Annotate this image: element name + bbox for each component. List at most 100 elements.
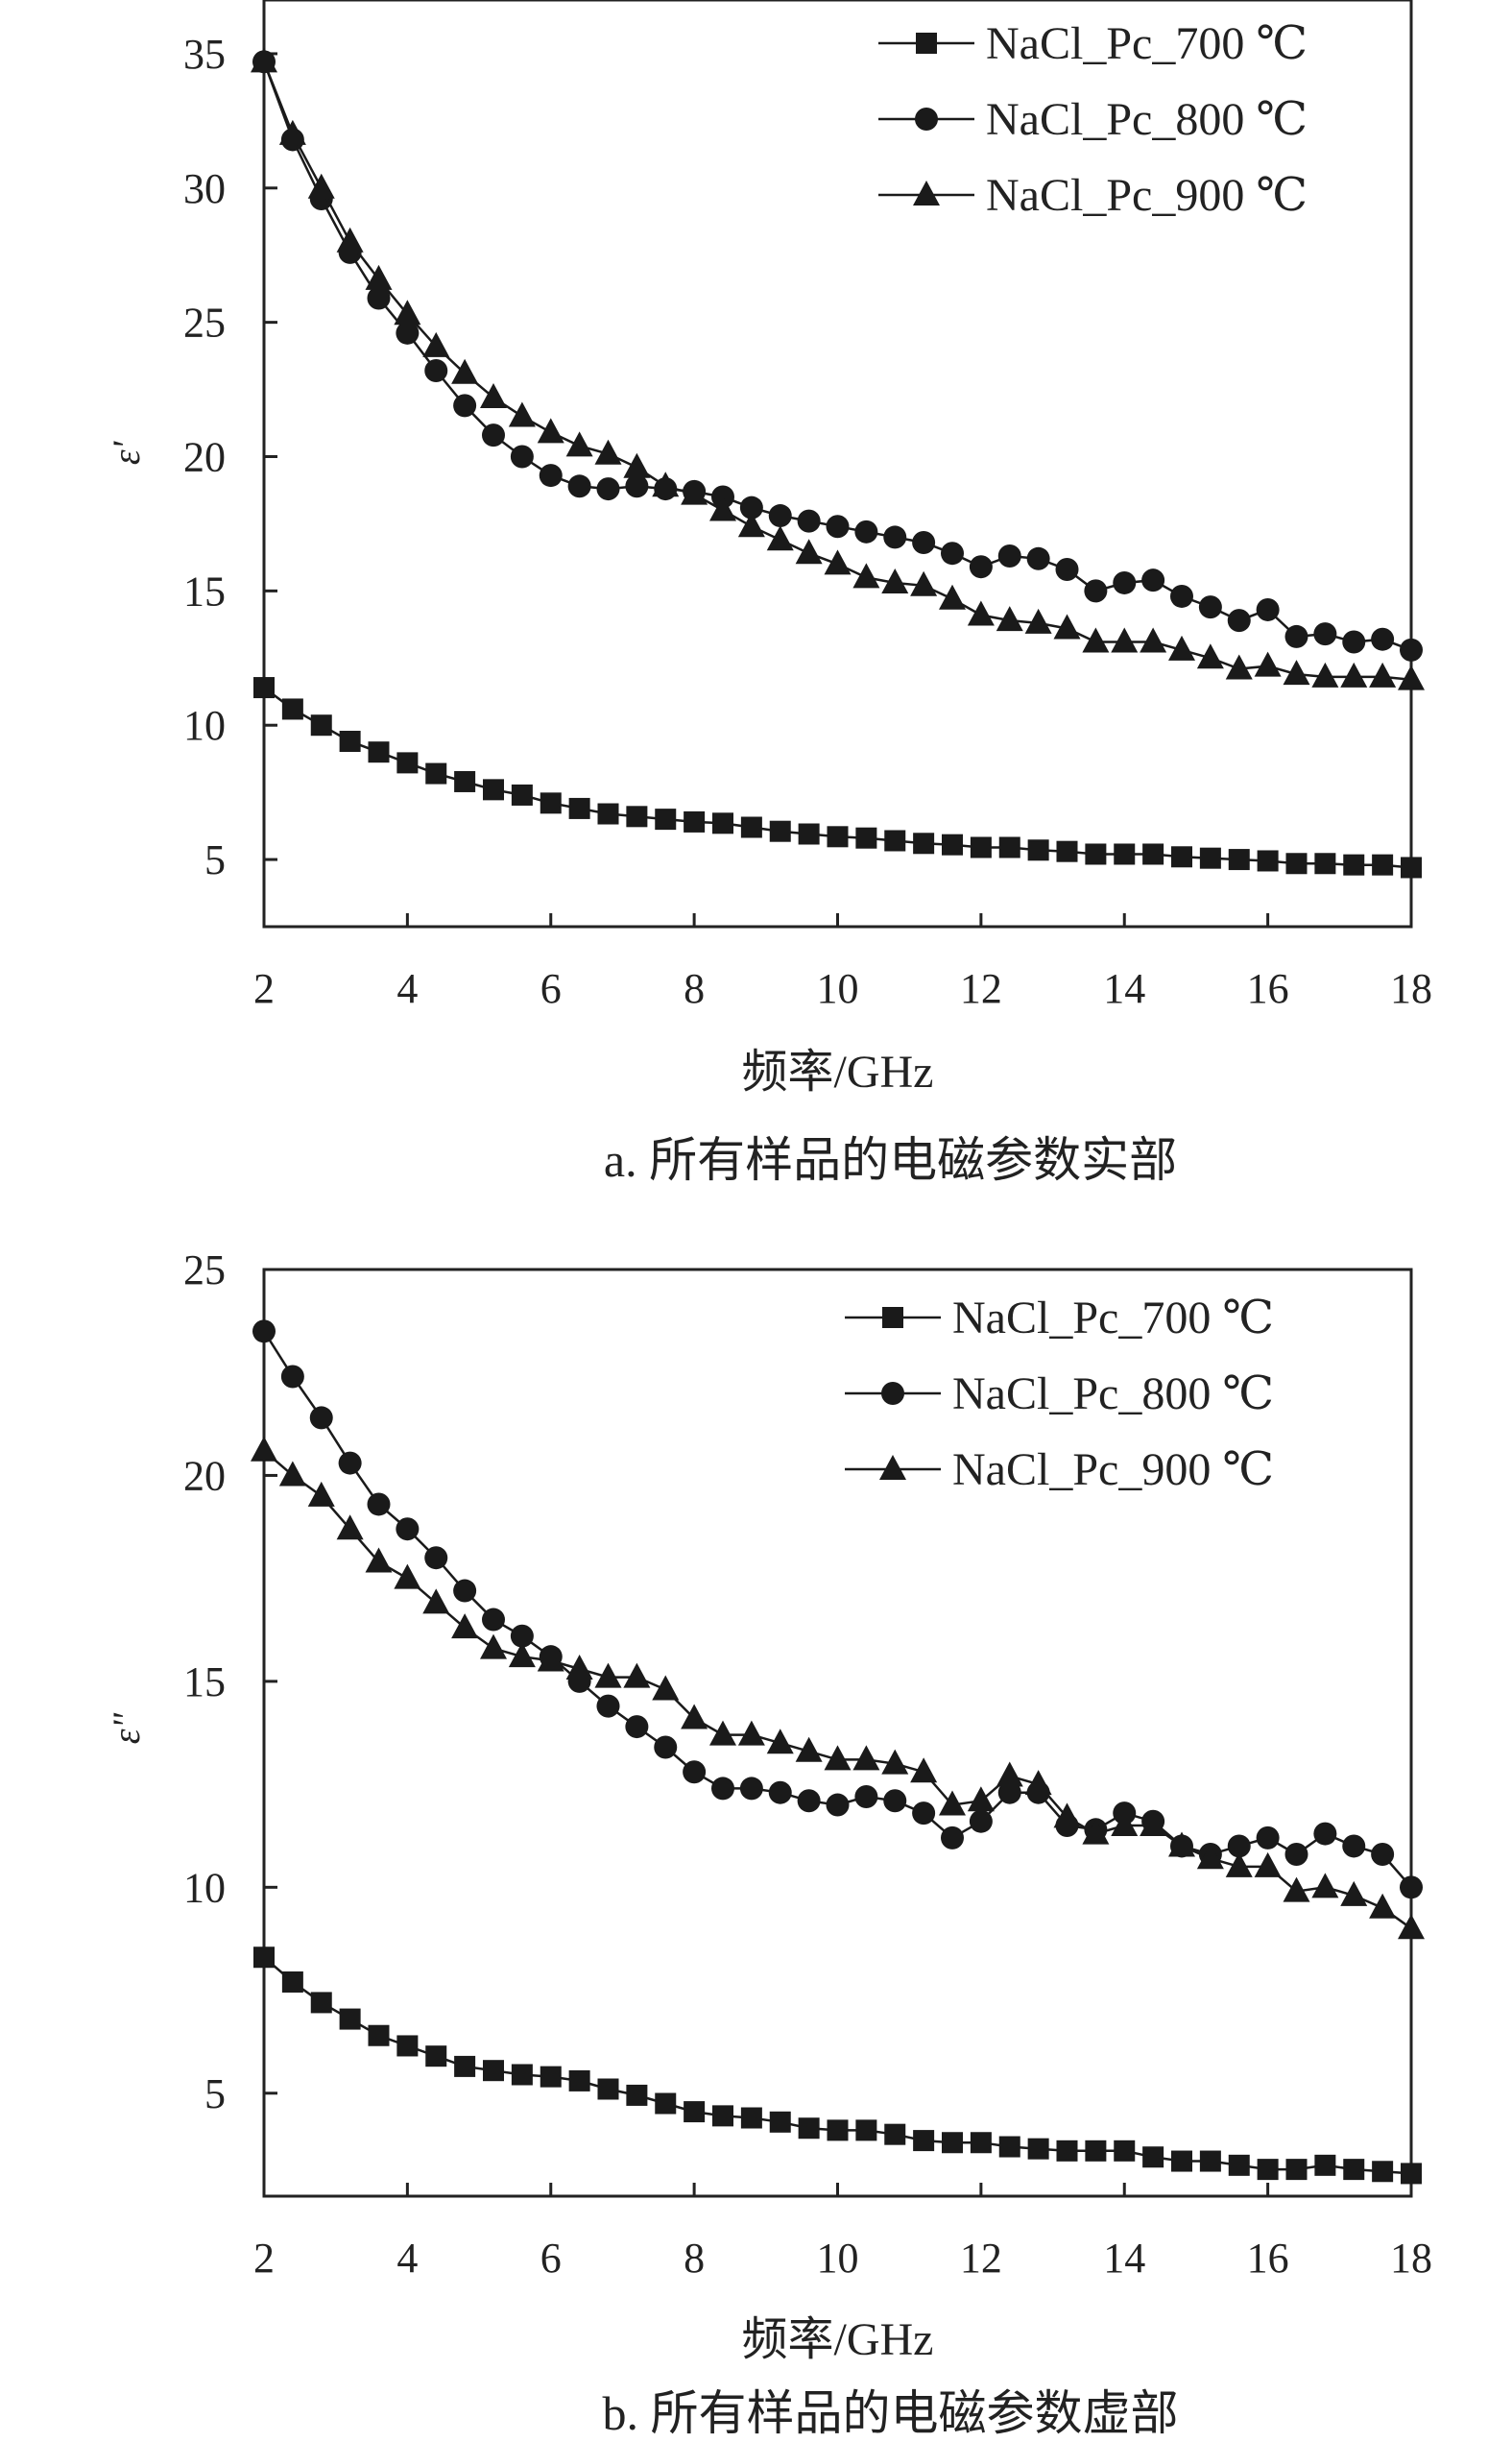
y-tick-label: 10 — [183, 1864, 226, 1911]
x-tick-label: 8 — [684, 2235, 705, 2282]
data-point — [766, 525, 794, 551]
data-point — [1371, 1843, 1395, 1867]
data-point — [941, 542, 964, 566]
data-point — [565, 431, 593, 457]
data-point — [711, 1777, 734, 1801]
data-point — [511, 2064, 533, 2086]
data-point — [594, 439, 622, 465]
data-point — [1285, 853, 1308, 875]
legend-label: NaCl_Pc_900 ℃ — [986, 170, 1308, 221]
data-point — [596, 477, 620, 501]
data-point — [1171, 846, 1192, 868]
data-point — [769, 2111, 791, 2133]
data-point — [339, 731, 361, 752]
x-tick-label: 10 — [817, 965, 859, 1012]
data-point — [1227, 609, 1251, 633]
data-point — [1168, 635, 1195, 661]
data-point — [510, 1624, 534, 1648]
x-tick-label: 4 — [396, 965, 418, 1012]
data-point — [626, 806, 648, 828]
data-point — [1140, 627, 1167, 653]
y-tick-label: 15 — [183, 1658, 226, 1705]
data-point — [1371, 627, 1395, 651]
data-point — [766, 1729, 794, 1754]
data-point — [1254, 651, 1282, 677]
data-point — [827, 2119, 849, 2141]
data-point — [655, 809, 677, 831]
y-axis-title: ε' — [105, 440, 148, 465]
data-point — [1113, 570, 1137, 594]
data-point — [508, 1642, 536, 1668]
legend-entry: NaCl_Pc_900 ℃ — [878, 170, 1308, 221]
data-point — [1343, 2159, 1365, 2181]
data-point — [480, 1633, 507, 1659]
data-point — [1225, 1851, 1253, 1877]
data-point — [483, 779, 504, 801]
y-tick-label: 5 — [204, 836, 226, 883]
data-point — [425, 762, 447, 785]
data-point — [510, 445, 534, 469]
data-point — [884, 2123, 906, 2145]
data-point — [769, 820, 791, 842]
data-point — [1254, 1851, 1282, 1877]
legend-label: NaCl_Pc_900 ℃ — [952, 1444, 1274, 1495]
data-point — [1085, 843, 1107, 865]
data-point — [597, 803, 619, 825]
data-point — [768, 504, 792, 528]
data-point — [453, 1579, 477, 1603]
data-point — [1372, 2161, 1394, 2183]
data-point — [709, 1720, 736, 1746]
data-point — [565, 1655, 593, 1680]
data-point — [942, 834, 963, 856]
data-point — [1056, 2140, 1078, 2162]
chart-panel-a: 2 4 6 8 10 12 14 16 18 5 10 15 20 25 30 35 频率/GHz ε' a. 所有… — [105, 0, 1432, 1187]
data-point — [540, 792, 562, 814]
data-point — [941, 1825, 964, 1850]
data-point — [453, 394, 477, 418]
data-point — [939, 584, 966, 610]
x-tick-label: 16 — [1247, 965, 1289, 1012]
data-point — [855, 827, 877, 849]
data-point — [281, 1971, 303, 1993]
data-point — [998, 836, 1020, 858]
data-point — [1198, 595, 1222, 619]
data-point — [798, 823, 820, 845]
data-point — [1141, 568, 1165, 592]
data-point — [1196, 643, 1224, 669]
data-point — [998, 2136, 1020, 2158]
data-point — [1228, 2154, 1250, 2176]
data-point — [454, 770, 476, 792]
data-point — [1024, 1770, 1052, 1796]
data-point — [1111, 627, 1139, 653]
x-axis-title: 频率/GHz — [742, 2314, 934, 2365]
data-point — [1284, 624, 1308, 648]
data-point — [425, 2045, 447, 2067]
figure-caption: a. 所有样品的电磁参数实部 — [604, 1133, 1177, 1187]
data-point — [910, 570, 938, 596]
data-point — [623, 1662, 651, 1688]
y-tick-label: 20 — [183, 1452, 226, 1499]
data-point — [852, 563, 880, 589]
legend-marker — [879, 1455, 906, 1480]
data-point — [970, 836, 992, 858]
y-tick-label: 20 — [183, 434, 226, 481]
data-point — [422, 1588, 450, 1614]
data-point — [1311, 1873, 1339, 1898]
data-point — [1168, 1831, 1195, 1857]
data-point — [1085, 2140, 1107, 2162]
data-point — [1111, 1811, 1139, 1836]
data-point — [1314, 853, 1336, 875]
x-tick-label: 18 — [1390, 965, 1432, 1012]
data-point — [681, 1704, 708, 1729]
data-point — [1400, 638, 1423, 662]
data-point — [1256, 1825, 1280, 1850]
data-point — [854, 520, 878, 544]
data-point — [281, 698, 303, 720]
data-point — [278, 1461, 306, 1487]
x-tick-label: 16 — [1247, 2235, 1289, 2282]
data-point — [539, 464, 563, 488]
data-point — [795, 539, 823, 565]
x-tick-label: 12 — [960, 2235, 1002, 2282]
data-point — [365, 264, 393, 290]
x-tick-label: 2 — [253, 2235, 275, 2282]
